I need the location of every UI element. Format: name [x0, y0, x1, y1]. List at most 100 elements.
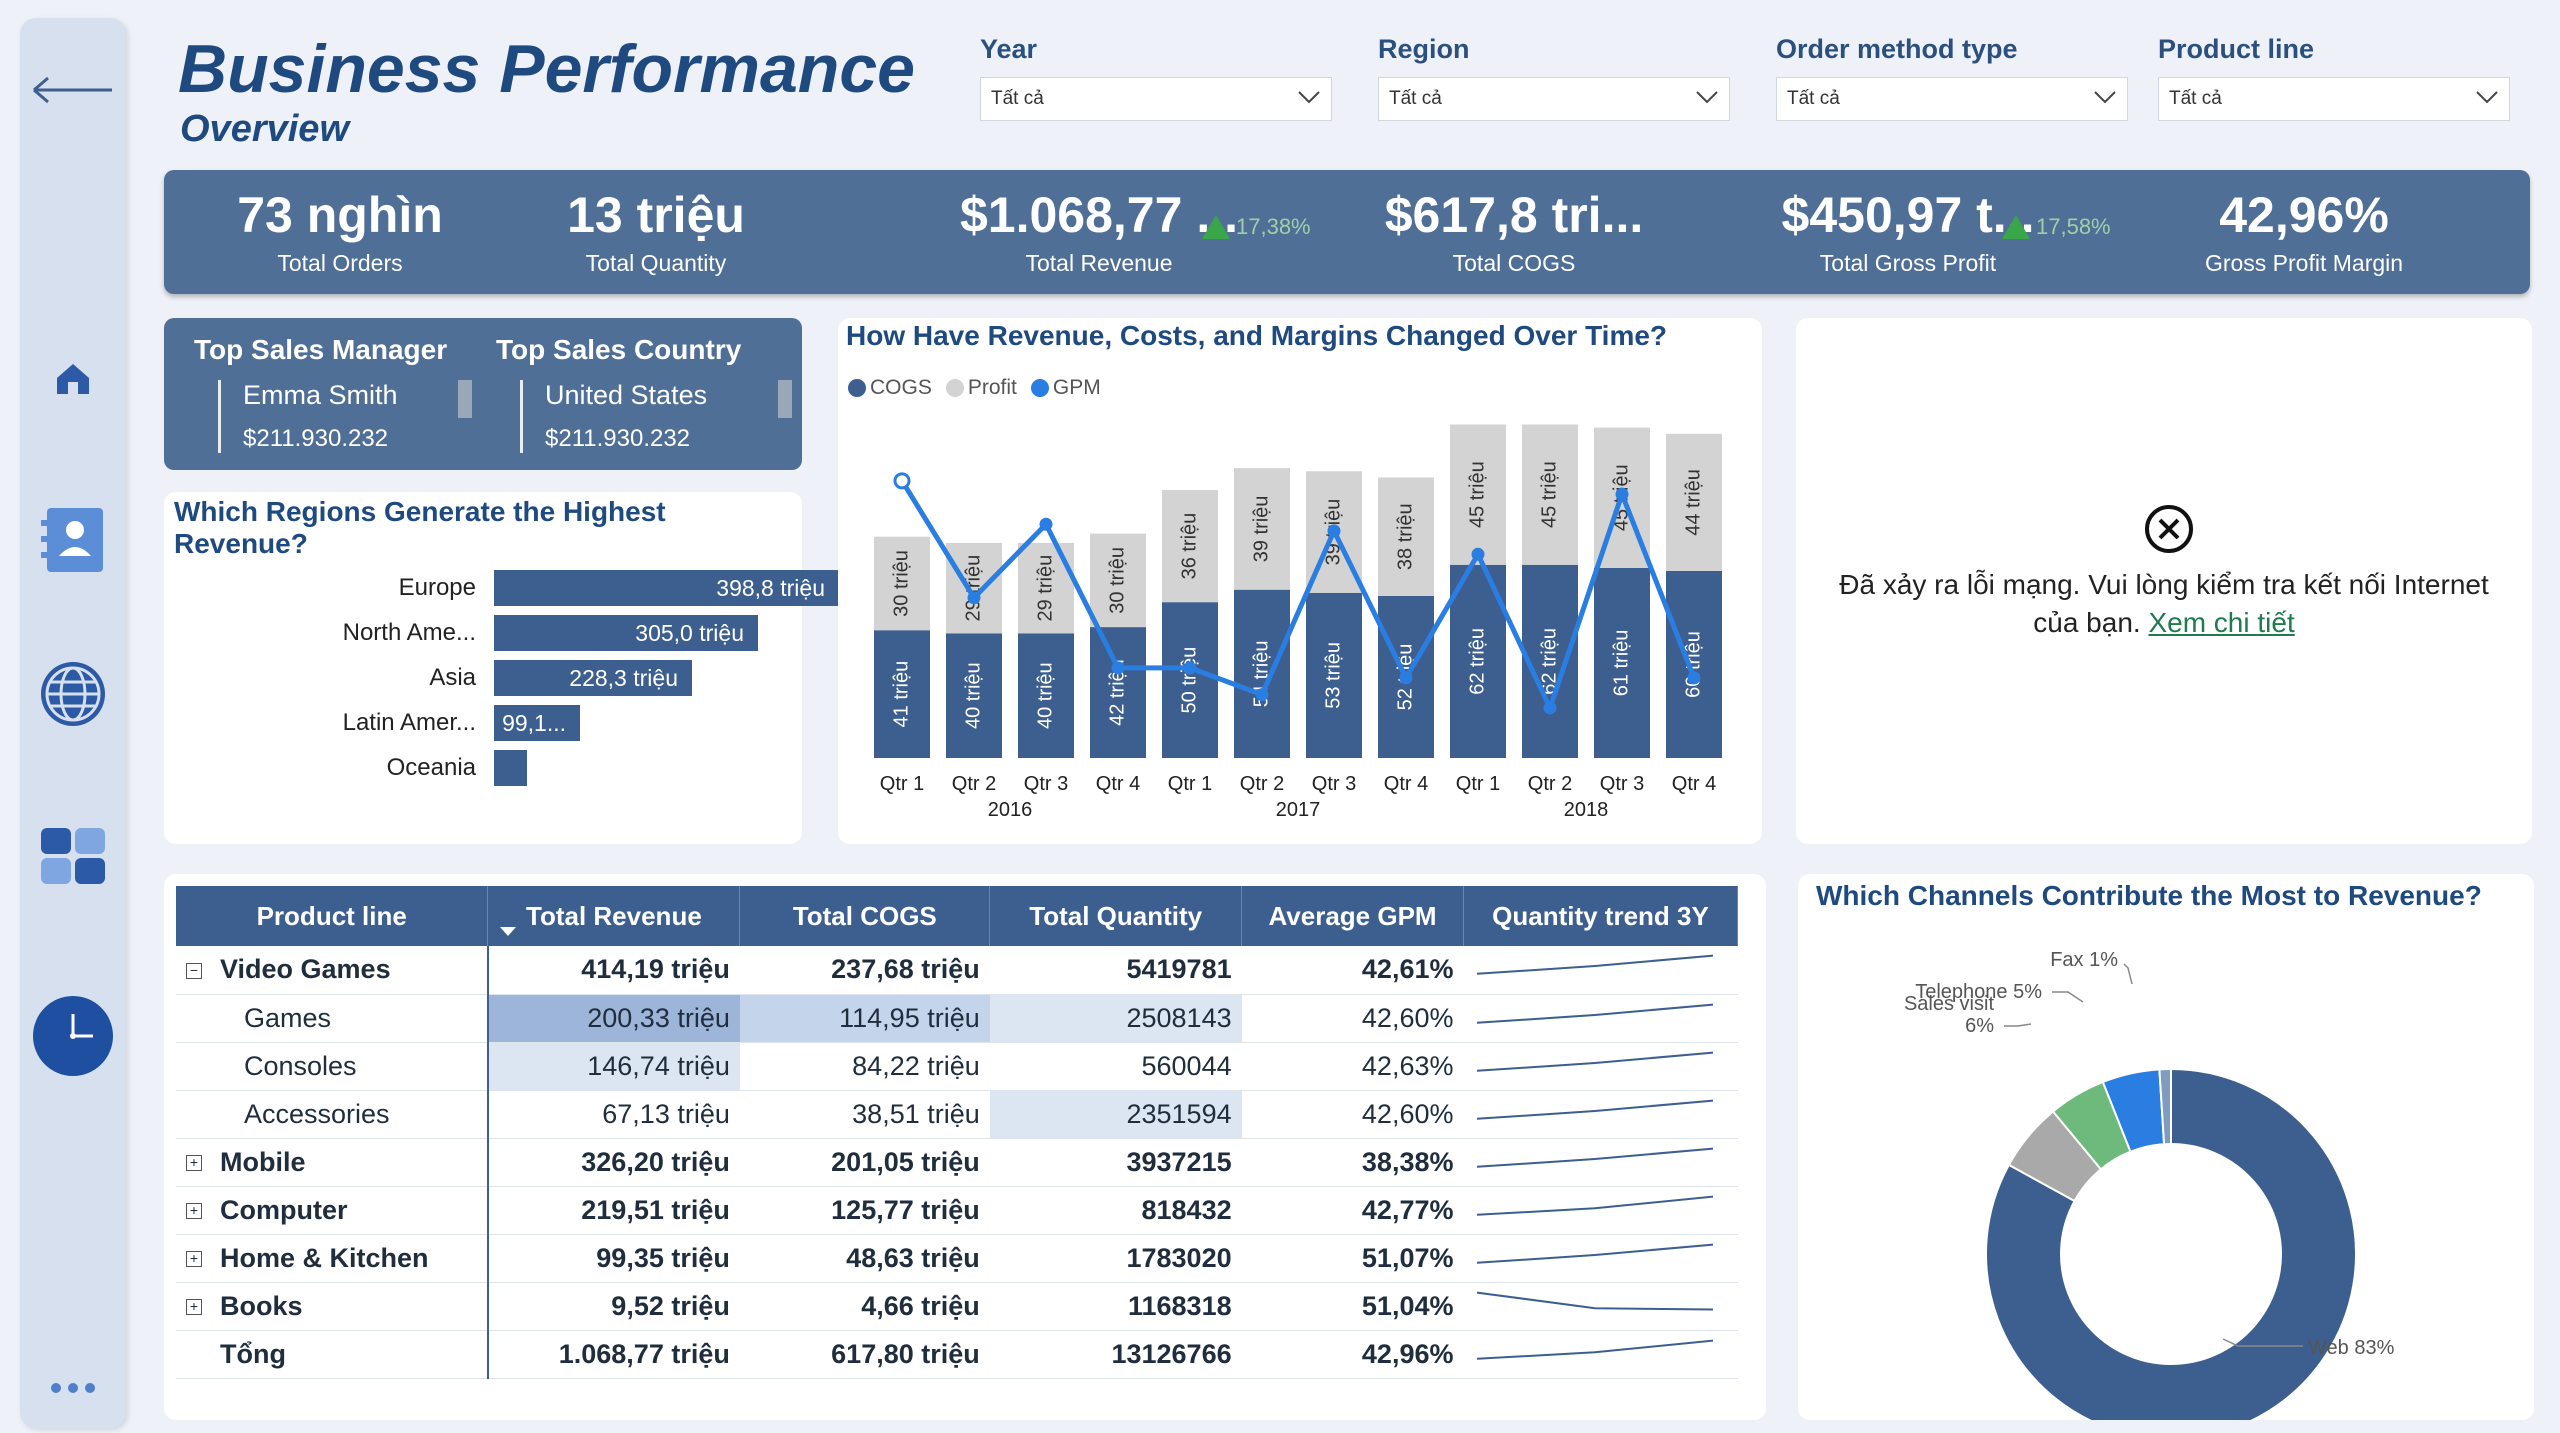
collapse-icon[interactable]: −: [186, 963, 202, 980]
total-cogs-cell: 38,51 triệu: [739, 1090, 990, 1139]
cogs-bar[interactable]: [874, 630, 930, 758]
total-revenue-cell: 146,74 triệu: [487, 1042, 740, 1091]
gpm-point[interactable]: [1039, 517, 1053, 531]
col-header-average-gpm[interactable]: Average GPM: [1241, 886, 1464, 946]
table-row[interactable]: Accessories 67,13 triệu 38,51 triệu 2351594…: [176, 1090, 1738, 1139]
total-cogs-cell: 84,22 triệu: [739, 1042, 990, 1091]
table-row[interactable]: + Mobile 326,20 triệu 201,05 triệu 3937215 38…: [176, 1138, 1738, 1187]
profit-bar[interactable]: [1450, 424, 1506, 565]
expand-icon[interactable]: +: [186, 1155, 202, 1172]
region-bar-row[interactable]: Oceania: [164, 750, 527, 786]
top-sales-manager: Top Sales Manager Emma Smith $211.930.23…: [194, 334, 447, 453]
table-row[interactable]: + Computer 219,51 triệu 125,77 triệu 818432 4…: [176, 1186, 1738, 1235]
profit-bar[interactable]: [1162, 489, 1218, 603]
dashboard-tiles-icon[interactable]: [20, 824, 126, 890]
region-bar-row[interactable]: North Ame... 305,0 triệu: [164, 615, 758, 651]
cogs-bar[interactable]: [1594, 567, 1650, 758]
region-bar-row[interactable]: Latin Amer... 99,1...: [164, 705, 580, 741]
col-header-total-cogs[interactable]: Total COGS: [739, 886, 991, 946]
home-icon[interactable]: [20, 348, 126, 408]
region-bar[interactable]: 305,0 triệu: [494, 615, 758, 651]
cogs-bar[interactable]: [1162, 602, 1218, 758]
donut-slice-web[interactable]: [1985, 1067, 2357, 1420]
cogs-bar[interactable]: [946, 633, 1002, 758]
kpi-total-gross-profit: $450,97 t... Total Gross Profit: [1768, 188, 2048, 277]
gpm-point[interactable]: [1399, 671, 1413, 685]
expand-icon[interactable]: +: [186, 1251, 202, 1268]
clock-icon[interactable]: [20, 994, 126, 1078]
profit-data-label: 45 triệu: [1466, 461, 1488, 528]
donut-slice-fax[interactable]: [2158, 1067, 2172, 1146]
user-profile-icon[interactable]: [20, 502, 126, 578]
table-total-row[interactable]: Tổng 1.068,77 triệu 617,80 triệu 13126766 42…: [176, 1330, 1738, 1379]
profit-bar[interactable]: [1666, 433, 1722, 571]
cogs-data-label: 50 triệu: [1178, 647, 1200, 714]
profit-bar[interactable]: [1090, 533, 1146, 628]
scrollbar[interactable]: [458, 380, 472, 418]
scrollbar[interactable]: [778, 380, 792, 418]
profit-bar[interactable]: [1378, 477, 1434, 596]
regions-bar-chart: Europe 398,8 triệu North Ame... 305,0 triệu…: [164, 492, 839, 844]
more-options-icon[interactable]: [20, 1380, 126, 1396]
gpm-point[interactable]: [1183, 661, 1197, 675]
region-bar[interactable]: 398,8 triệu: [494, 570, 839, 606]
filter-region-value: Tất cả: [1389, 88, 1442, 109]
kpi-revenue-delta: 17,38%: [1202, 214, 1311, 240]
profit-bar[interactable]: [946, 542, 1002, 634]
sparkline: [1477, 1195, 1714, 1216]
table-row[interactable]: Games 200,33 triệu 114,95 triệu 2508143 42,6…: [176, 994, 1738, 1043]
filter-order-method-dropdown[interactable]: Tất cả: [1776, 77, 2128, 121]
col-header-product-line[interactable]: Product line: [176, 886, 489, 946]
gpm-point[interactable]: [967, 591, 981, 605]
region-bar[interactable]: [494, 750, 527, 786]
cogs-bar[interactable]: [1306, 592, 1362, 758]
col-header-quantity-trend[interactable]: Quantity trend 3Y: [1463, 886, 1739, 946]
cogs-bar[interactable]: [1090, 627, 1146, 758]
cogs-bar[interactable]: [1522, 564, 1578, 758]
close-circle-icon[interactable]: [2144, 504, 2194, 559]
filter-order-method-value: Tất cả: [1787, 88, 1840, 109]
col-header-total-quantity[interactable]: Total Quantity: [989, 886, 1243, 946]
filter-product-line-dropdown[interactable]: Tất cả: [2158, 77, 2510, 121]
expand-icon[interactable]: +: [186, 1203, 202, 1220]
gpm-point[interactable]: [893, 472, 911, 490]
table-row[interactable]: + Books 9,52 triệu 4,66 triệu 1168318 51,04%: [176, 1282, 1738, 1331]
globe-icon[interactable]: [20, 656, 126, 732]
filter-region-dropdown[interactable]: Tất cả: [1378, 77, 1730, 121]
average-gpm-cell: 42,60%: [1241, 1090, 1464, 1139]
col-header-total-revenue[interactable]: Total Revenue: [487, 886, 741, 946]
sort-desc-icon[interactable]: [498, 913, 518, 944]
chevron-down-icon: [2093, 88, 2117, 110]
region-bar[interactable]: 228,3 triệu: [494, 660, 692, 696]
legend-label: COGS: [870, 376, 932, 399]
legend-label: GPM: [1052, 376, 1101, 399]
back-arrow-icon[interactable]: [20, 70, 126, 110]
filter-year-dropdown[interactable]: Tất cả: [980, 77, 1332, 121]
gpm-point[interactable]: [1111, 661, 1125, 675]
table-row[interactable]: Consoles 146,74 triệu 84,22 triệu 560044 42,…: [176, 1042, 1738, 1091]
gpm-point[interactable]: [1615, 487, 1629, 501]
cogs-bar[interactable]: [1234, 589, 1290, 758]
gpm-point[interactable]: [1327, 524, 1341, 538]
table-row[interactable]: − Video Games 414,19 triệu 237,68 triệu 5419…: [176, 946, 1738, 995]
gpm-point[interactable]: [1471, 547, 1485, 561]
cogs-bar[interactable]: [1018, 633, 1074, 758]
region-bar-row[interactable]: Asia 228,3 triệu: [164, 660, 692, 696]
kpi-total-revenue: $1.068,77 ... Total Revenue: [934, 188, 1264, 277]
legend-cogs: COGS: [848, 376, 932, 400]
profit-bar[interactable]: [1234, 468, 1290, 590]
profit-bar[interactable]: [1522, 424, 1578, 565]
region-bar[interactable]: 99,1...: [494, 705, 580, 741]
expand-icon[interactable]: +: [186, 1299, 202, 1316]
table-row[interactable]: + Home & Kitchen 99,35 triệu 48,63 triệu 178…: [176, 1234, 1738, 1283]
profit-bar[interactable]: [874, 536, 930, 631]
gpm-point[interactable]: [1255, 688, 1269, 702]
profit-data-label: 44 triệu: [1682, 469, 1704, 536]
cogs-bar[interactable]: [1666, 571, 1722, 758]
gpm-point[interactable]: [1687, 671, 1701, 685]
gpm-line[interactable]: [899, 479, 1697, 715]
region-bar-row[interactable]: Europe 398,8 triệu: [164, 570, 839, 606]
cogs-data-label: 40 triệu: [1034, 662, 1056, 729]
error-details-link[interactable]: Xem chi tiết: [2148, 607, 2295, 638]
gpm-point[interactable]: [1543, 701, 1557, 715]
